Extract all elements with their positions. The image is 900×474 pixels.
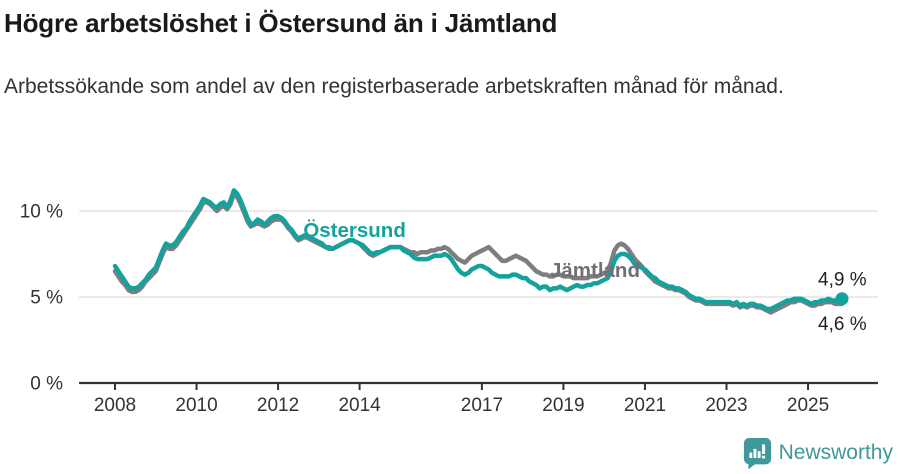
- svg-text:Östersund: Östersund: [303, 219, 406, 242]
- page-title: Högre arbetslöshet i Östersund än i Jämt…: [4, 8, 558, 38]
- page-subtitle: Arbetssökande som andel av den registerb…: [4, 75, 784, 98]
- chart-area: 2008 2010 2012 2014 2017 2019 2021 2023 2025 0 % 5…: [0, 160, 900, 430]
- newsworthy-logo: Newsworthy: [743, 437, 893, 469]
- newsworthy-chart-bubble-icon: [743, 438, 771, 469]
- svg-text:10 %: 10 %: [20, 202, 63, 223]
- svg-text:2021: 2021: [624, 395, 666, 416]
- svg-text:2008: 2008: [94, 395, 136, 416]
- svg-text:2023: 2023: [705, 395, 747, 416]
- svg-text:4,9 %: 4,9 %: [818, 270, 867, 291]
- svg-text:5 %: 5 %: [30, 288, 63, 309]
- svg-text:2017: 2017: [461, 395, 503, 416]
- unemployment-line-chart: 2008 2010 2012 2014 2017 2019 2021 2023 2025 0 % 5…: [20, 188, 878, 416]
- svg-text:Jämtland: Jämtland: [550, 259, 640, 282]
- svg-text:0 %: 0 %: [30, 374, 63, 395]
- svg-text:2012: 2012: [257, 395, 299, 416]
- svg-text:2010: 2010: [175, 395, 217, 416]
- svg-text:2014: 2014: [338, 395, 381, 416]
- svg-text:2025: 2025: [787, 395, 829, 416]
- svg-text:2019: 2019: [542, 395, 584, 416]
- svg-text:4,6 %: 4,6 %: [818, 314, 867, 335]
- newsworthy-logo-text: Newsworthy: [778, 441, 893, 464]
